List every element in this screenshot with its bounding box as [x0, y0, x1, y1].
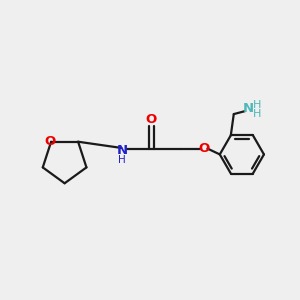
Text: H: H: [253, 109, 262, 118]
Text: O: O: [44, 135, 55, 148]
Text: N: N: [243, 102, 254, 115]
Text: O: O: [198, 142, 209, 155]
Text: H: H: [118, 155, 126, 165]
Text: N: N: [116, 144, 128, 157]
Text: H: H: [253, 100, 262, 110]
Text: O: O: [146, 113, 157, 126]
